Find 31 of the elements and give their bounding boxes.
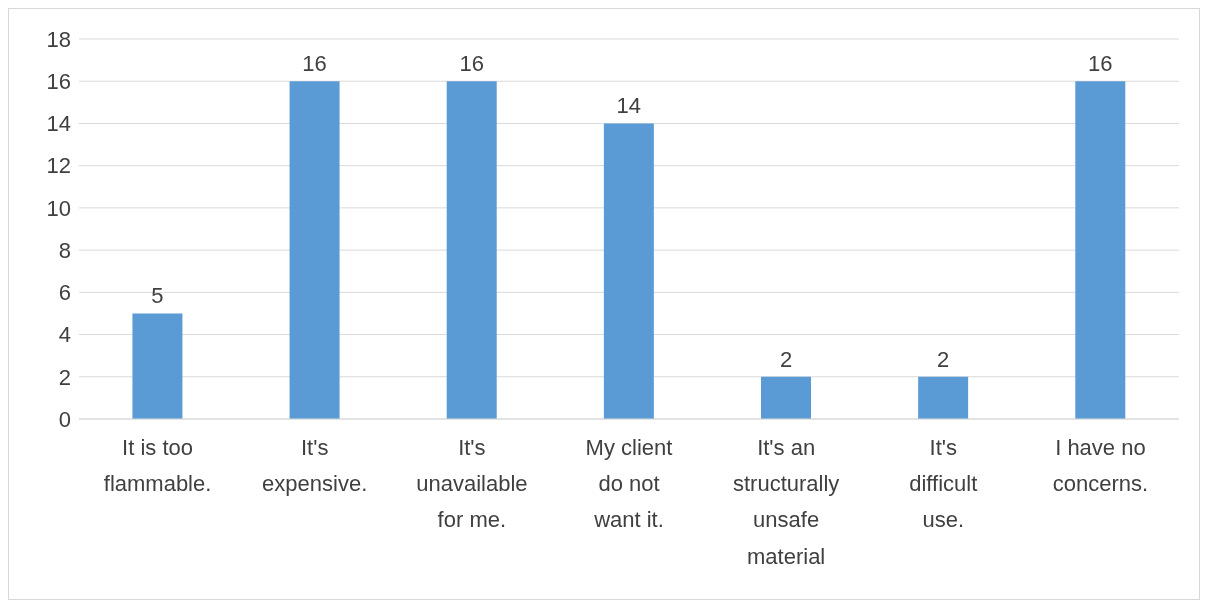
bar bbox=[761, 376, 811, 419]
y-tick-label: 14 bbox=[46, 111, 71, 137]
y-tick-label: 18 bbox=[46, 26, 71, 52]
data-label: 14 bbox=[616, 93, 642, 119]
y-tick-label: 16 bbox=[46, 69, 71, 95]
x-tick-label: It's expensive. bbox=[262, 434, 368, 497]
bar bbox=[603, 123, 654, 419]
data-label: 16 bbox=[1088, 51, 1113, 77]
bar bbox=[1075, 81, 1126, 419]
y-tick-label: 10 bbox=[46, 195, 71, 221]
x-tick-label: It's unavailable for me. bbox=[416, 434, 528, 533]
x-tick-label: I have no concerns. bbox=[1052, 434, 1149, 497]
y-tick-label: 12 bbox=[46, 153, 71, 179]
data-label: 5 bbox=[151, 283, 164, 309]
bar bbox=[446, 81, 497, 419]
x-tick-label: It's an structurally unsafe material bbox=[732, 434, 840, 569]
data-label: 16 bbox=[302, 51, 327, 77]
data-label: 16 bbox=[459, 51, 484, 77]
bar bbox=[918, 376, 969, 419]
data-label: 2 bbox=[937, 346, 950, 372]
y-tick-label: 6 bbox=[58, 280, 71, 306]
y-tick-label: 2 bbox=[58, 364, 71, 390]
bar bbox=[132, 313, 183, 419]
x-tick-label: It is too flammable. bbox=[103, 434, 212, 497]
data-label: 2 bbox=[779, 346, 793, 372]
x-tick-label: It's difficult use. bbox=[909, 434, 978, 533]
y-tick-label: 0 bbox=[58, 406, 71, 432]
y-tick-label: 8 bbox=[58, 237, 71, 263]
x-tick-label: My client do not want it. bbox=[585, 434, 673, 533]
bar bbox=[289, 81, 340, 419]
y-tick-label: 4 bbox=[58, 322, 71, 348]
